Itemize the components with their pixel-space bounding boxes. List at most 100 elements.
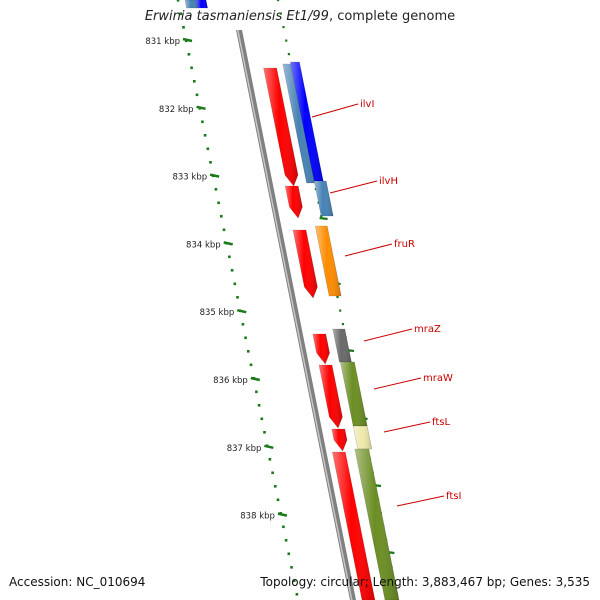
- gene-label-leader: [344, 243, 393, 257]
- ruler-major-tick: [250, 376, 261, 382]
- ruler-dot: [209, 161, 212, 164]
- ruler-dot: [287, 552, 291, 556]
- ruler-dot: [222, 228, 226, 232]
- ruler-dot: [214, 188, 218, 191]
- outer-track-dot: [341, 323, 344, 326]
- features-layer[interactable]: [184, 0, 400, 600]
- outer-track-dot: [320, 215, 323, 218]
- feature-partial-top-gene[interactable]: [184, 0, 199, 9]
- feature-partial-top-gene[interactable]: [195, 0, 208, 9]
- ruler-tick-label: 831 kbp: [145, 37, 180, 47]
- outer-track-dot: [336, 296, 339, 299]
- gene-label-fruR[interactable]: fruR: [344, 239, 415, 257]
- ruler-tick-label: 834 kbp: [186, 240, 221, 250]
- ruler-dot: [179, 12, 183, 16]
- accession-label: Accession:: [9, 575, 73, 589]
- cds-fruR[interactable]: [292, 229, 318, 299]
- ruler-dot: [193, 80, 196, 83]
- outer-track-dot: [287, 53, 290, 56]
- ruler-dot: [260, 417, 264, 421]
- gene-mraW[interactable]: [340, 361, 368, 427]
- ruler-dot: [176, 0, 180, 2]
- ruler-dot: [190, 66, 193, 70]
- ruler-dot: [187, 53, 191, 56]
- ruler-dot: [233, 282, 237, 286]
- ruler-dot: [206, 147, 210, 151]
- cds-ftsI[interactable]: [332, 451, 376, 600]
- gene-ftsL[interactable]: [352, 425, 373, 450]
- ruler-major-tick: [182, 37, 193, 43]
- outer-track-dot: [282, 26, 285, 29]
- ruler-dot: [228, 255, 231, 259]
- outer-track-dot: [339, 309, 342, 312]
- cds-ilvI[interactable]: [263, 67, 299, 187]
- ruler-major-tick: [196, 105, 206, 111]
- ruler-tick-label: 833 kbp: [172, 173, 207, 183]
- ruler-tick-label: 837 kbp: [227, 444, 262, 454]
- map-title-species: Erwinia tasmaniensis Et1/99: [144, 9, 329, 24]
- cds-ilvH[interactable]: [284, 185, 303, 219]
- gene-mraZ[interactable]: [332, 328, 352, 363]
- ruler-dot: [201, 120, 204, 124]
- gene-label-ilvI[interactable]: ilvI: [311, 99, 374, 118]
- accession-value: NC_010694: [76, 575, 146, 589]
- ruler-dot: [274, 485, 277, 488]
- accession-info: Accession: NC_010694: [9, 575, 145, 589]
- gene-label-text: mraW: [423, 373, 453, 384]
- gene-ilvH[interactable]: [313, 180, 334, 217]
- cds-ftsL[interactable]: [331, 428, 348, 452]
- gene-label-text: fruR: [394, 239, 415, 250]
- cds-mraW[interactable]: [318, 364, 343, 429]
- ruler-dot: [195, 93, 199, 97]
- ruler-dot: [220, 215, 223, 218]
- ruler-dot: [247, 350, 250, 353]
- outer-track-tick: [319, 216, 328, 221]
- ruler-dot: [276, 498, 280, 502]
- ruler-dot: [241, 323, 245, 326]
- ruler-major-tick: [209, 173, 220, 178]
- ruler-tick-label: 836 kbp: [213, 376, 248, 386]
- ruler-dot: [182, 26, 185, 29]
- gene-label-leader: [383, 421, 431, 433]
- gene-label-text: mraZ: [414, 324, 441, 335]
- gene-label-ftsI[interactable]: ftsI: [396, 491, 461, 507]
- gene-label-leader: [373, 377, 422, 390]
- gene-label-ilvH[interactable]: ilvH: [329, 176, 398, 194]
- outer-track-dot: [277, 0, 280, 2]
- labels-layer: ilvI ilvH fruR mraZ mraW ftsL ftsI: [311, 99, 461, 507]
- gene-label-mraW[interactable]: mraW: [373, 373, 453, 390]
- ruler-dot: [290, 566, 293, 569]
- ruler-dot: [271, 471, 274, 475]
- ruler-dot: [284, 539, 288, 542]
- gene-fruR[interactable]: [314, 225, 342, 297]
- ruler-dot: [244, 336, 247, 340]
- gene-label-ftsL[interactable]: ftsL: [383, 417, 450, 433]
- ruler-major-tick: [277, 512, 288, 517]
- cds-ftsI-highlight: [345, 452, 377, 600]
- ruler-dot: [263, 431, 266, 434]
- sequence-backbone-highlight: [237, 30, 353, 600]
- ruler-dot: [230, 269, 234, 272]
- ruler-dot: [203, 134, 207, 137]
- ruler-major-tick: [236, 308, 247, 314]
- ruler-major-tick: [223, 241, 233, 246]
- ruler-dot: [268, 458, 272, 461]
- gene-label-text: ilvH: [379, 176, 398, 187]
- ruler-dot: [257, 404, 261, 407]
- ruler-tick-label: 832 kbp: [159, 105, 194, 115]
- cds-mraZ[interactable]: [312, 333, 330, 365]
- outer-track-dot: [285, 39, 288, 42]
- gene-label-leader: [396, 495, 445, 507]
- outer-track-dot: [279, 12, 282, 15]
- gene-label-text: ilvI: [360, 99, 374, 110]
- ruler-dot: [236, 296, 239, 299]
- ruler-dot: [292, 579, 296, 583]
- gene-ftsI[interactable]: [354, 448, 400, 600]
- gene-label-mraZ[interactable]: mraZ: [363, 324, 441, 342]
- map-title-suffix: , complete genome: [328, 9, 456, 24]
- backbone-layer: [236, 30, 356, 600]
- gene-label-leader: [329, 180, 378, 194]
- ruler-dot: [295, 593, 299, 596]
- ruler-dot: [255, 390, 258, 394]
